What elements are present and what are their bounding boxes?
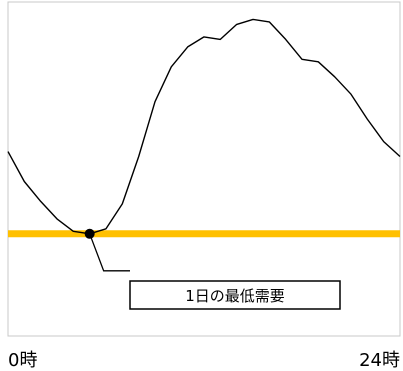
chart-marks [7,18,401,272]
callout-connector [89,233,130,272]
minimum-demand-callout-text: 1日の最低需要 [185,287,285,305]
minimum-demand-callout-box [129,280,341,310]
demand-curve-line [7,18,401,235]
minimum-demand-point [84,228,95,239]
x-axis-end-label: 24時 [359,350,400,371]
x-axis-start-label: 0時 [8,350,37,371]
